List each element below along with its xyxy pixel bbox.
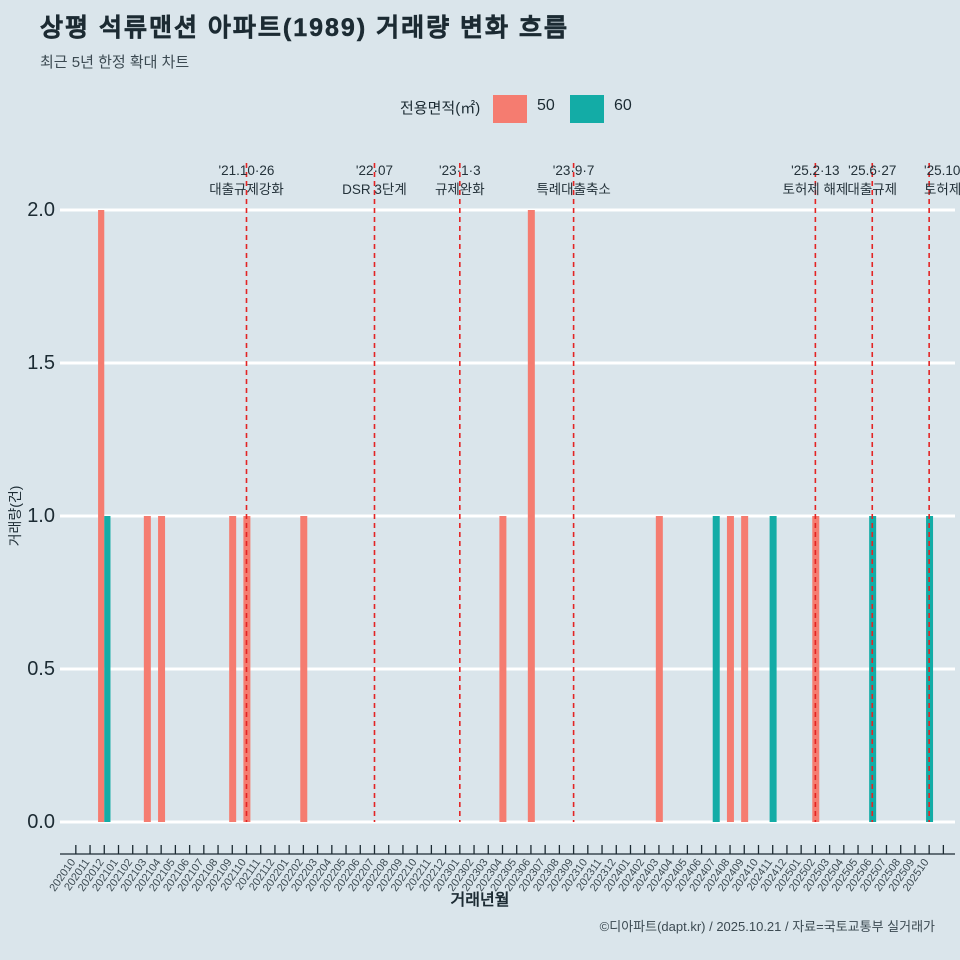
svg-text:'25.6·27: '25.6·27: [848, 163, 896, 178]
svg-text:0.0: 0.0: [27, 811, 55, 833]
svg-text:대출규제강화: 대출규제강화: [209, 182, 284, 197]
svg-text:'25.2·13: '25.2·13: [791, 163, 839, 178]
svg-text:'23·9·7: '23·9·7: [553, 163, 595, 178]
svg-text:대출규제: 대출규제: [847, 182, 897, 197]
svg-text:'22·07: '22·07: [356, 163, 393, 178]
svg-text:1.0: 1.0: [27, 505, 55, 527]
svg-text:규제완화: 규제완화: [435, 182, 485, 197]
svg-text:2.0: 2.0: [27, 199, 55, 221]
svg-text:'23·1·3: '23·1·3: [439, 163, 481, 178]
svg-text:토허제: 토허제: [924, 182, 960, 197]
svg-text:거래량(건): 거래량(건): [7, 486, 23, 547]
svg-text:1.5: 1.5: [27, 352, 55, 374]
svg-text:토허제 해제: 토허제 해제: [782, 182, 848, 197]
svg-text:'21.10·26: '21.10·26: [219, 163, 275, 178]
svg-text:'25.10: '25.10: [924, 163, 960, 178]
svg-text:0.5: 0.5: [27, 658, 55, 680]
svg-text:특례대출축소: 특례대출축소: [536, 182, 611, 197]
svg-text:DSR 3단계: DSR 3단계: [342, 182, 407, 197]
